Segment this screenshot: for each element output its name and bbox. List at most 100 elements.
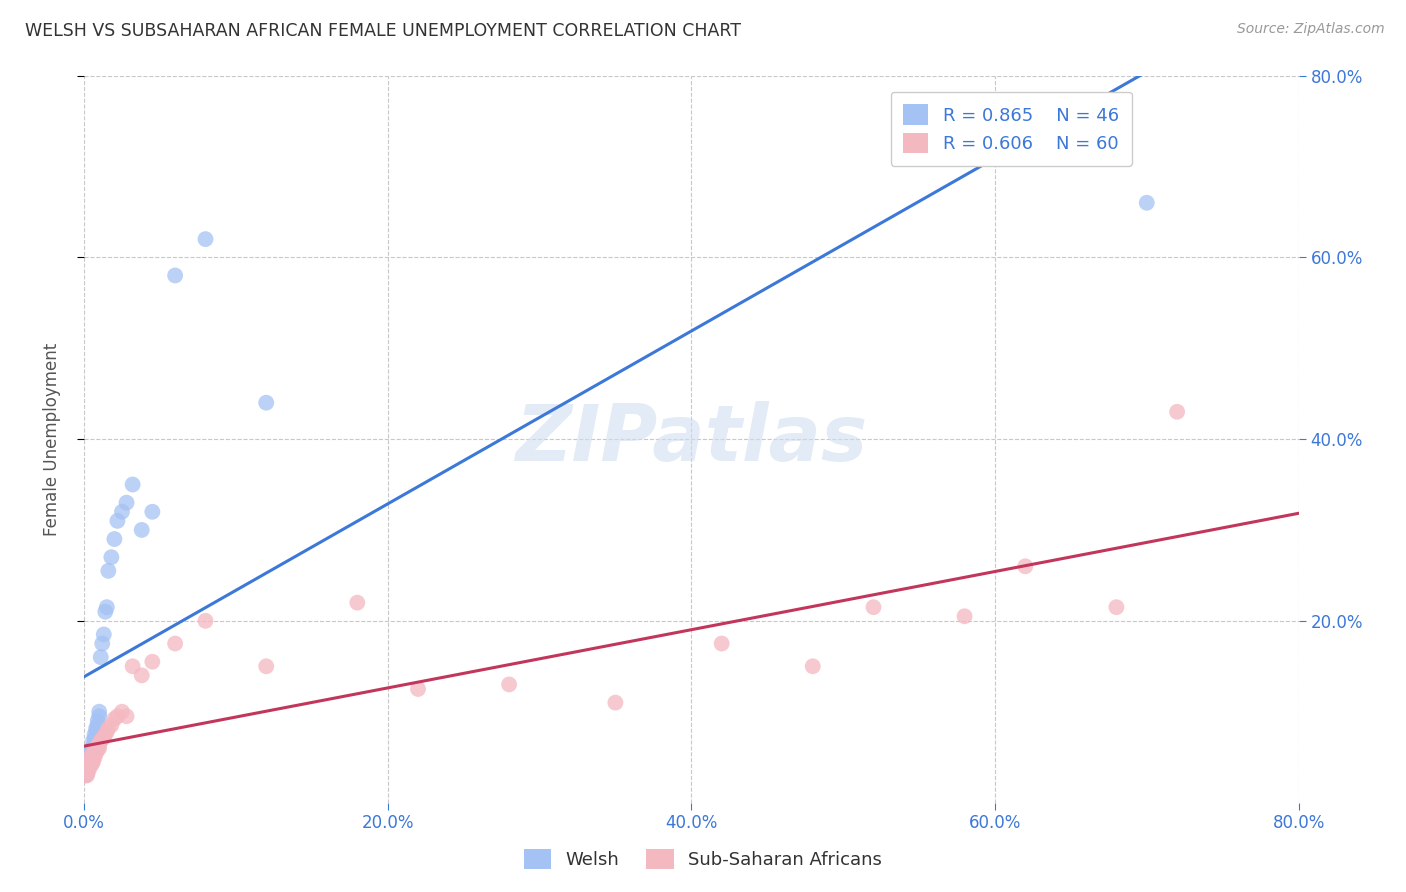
- Point: [91, 731, 114, 746]
- Point: [77, 761, 100, 775]
- Point: [84, 724, 107, 739]
- Point: [346, 596, 368, 610]
- Point: [141, 505, 163, 519]
- Point: [76, 757, 98, 772]
- Point: [76, 761, 98, 775]
- Point: [97, 564, 120, 578]
- Point: [77, 755, 100, 769]
- Point: [75, 764, 97, 778]
- Point: [89, 737, 111, 751]
- Point: [121, 659, 143, 673]
- Point: [77, 757, 100, 772]
- Point: [93, 730, 115, 744]
- Point: [75, 768, 97, 782]
- Point: [83, 731, 105, 746]
- Point: [100, 718, 122, 732]
- Point: [75, 768, 97, 782]
- Point: [86, 743, 108, 757]
- Point: [80, 755, 103, 769]
- Point: [76, 755, 98, 769]
- Point: [80, 743, 103, 757]
- Point: [801, 659, 824, 673]
- Point: [79, 752, 101, 766]
- Point: [115, 496, 138, 510]
- Text: WELSH VS SUBSAHARAN AFRICAN FEMALE UNEMPLOYMENT CORRELATION CHART: WELSH VS SUBSAHARAN AFRICAN FEMALE UNEMP…: [25, 22, 741, 40]
- Point: [406, 681, 429, 696]
- Point: [194, 232, 217, 246]
- Point: [82, 746, 104, 760]
- Point: [94, 727, 117, 741]
- Point: [141, 655, 163, 669]
- Point: [76, 764, 98, 778]
- Point: [75, 759, 97, 773]
- Point: [80, 757, 103, 772]
- Point: [84, 721, 107, 735]
- Point: [86, 718, 108, 732]
- Point: [75, 764, 97, 778]
- Point: [1166, 405, 1188, 419]
- Y-axis label: Female Unemployment: Female Unemployment: [44, 343, 60, 536]
- Point: [89, 741, 111, 756]
- Point: [605, 696, 627, 710]
- Point: [82, 733, 104, 747]
- Point: [1136, 195, 1159, 210]
- Point: [83, 727, 105, 741]
- Point: [77, 764, 100, 778]
- Point: [96, 600, 118, 615]
- Point: [111, 705, 134, 719]
- Point: [1105, 600, 1128, 615]
- Point: [86, 714, 108, 728]
- Point: [94, 605, 117, 619]
- Point: [90, 733, 112, 747]
- Point: [165, 268, 187, 283]
- Point: [76, 761, 98, 775]
- Text: Source: ZipAtlas.com: Source: ZipAtlas.com: [1237, 22, 1385, 37]
- Point: [254, 395, 277, 409]
- Point: [1014, 559, 1036, 574]
- Point: [86, 739, 108, 754]
- Point: [862, 600, 884, 615]
- Point: [97, 721, 120, 735]
- Point: [107, 514, 129, 528]
- Point: [83, 750, 105, 764]
- Point: [131, 668, 153, 682]
- Point: [89, 709, 111, 723]
- Point: [82, 755, 104, 769]
- Point: [80, 748, 103, 763]
- Point: [79, 746, 101, 760]
- Point: [76, 757, 98, 772]
- Point: [103, 532, 125, 546]
- Point: [79, 752, 101, 766]
- Point: [79, 757, 101, 772]
- Point: [76, 766, 98, 780]
- Point: [111, 505, 134, 519]
- Point: [131, 523, 153, 537]
- Point: [90, 650, 112, 665]
- Point: [115, 709, 138, 723]
- Point: [77, 759, 100, 773]
- Point: [80, 741, 103, 756]
- Point: [165, 636, 187, 650]
- Point: [77, 755, 100, 769]
- Point: [1014, 141, 1036, 155]
- Point: [79, 759, 101, 773]
- Point: [710, 636, 733, 650]
- Point: [93, 627, 115, 641]
- Point: [89, 705, 111, 719]
- Point: [82, 739, 104, 754]
- Point: [79, 755, 101, 769]
- Point: [254, 659, 277, 673]
- Point: [77, 750, 100, 764]
- Point: [84, 741, 107, 756]
- Point: [75, 766, 97, 780]
- Point: [76, 768, 98, 782]
- Point: [84, 746, 107, 760]
- Point: [107, 709, 129, 723]
- Point: [953, 609, 976, 624]
- Point: [498, 677, 520, 691]
- Legend: R = 0.865    N = 46, R = 0.606    N = 60: R = 0.865 N = 46, R = 0.606 N = 60: [890, 92, 1132, 166]
- Point: [82, 750, 104, 764]
- Legend: Welsh, Sub-Saharan Africans: Welsh, Sub-Saharan Africans: [515, 839, 891, 879]
- Point: [79, 748, 101, 763]
- Point: [76, 759, 98, 773]
